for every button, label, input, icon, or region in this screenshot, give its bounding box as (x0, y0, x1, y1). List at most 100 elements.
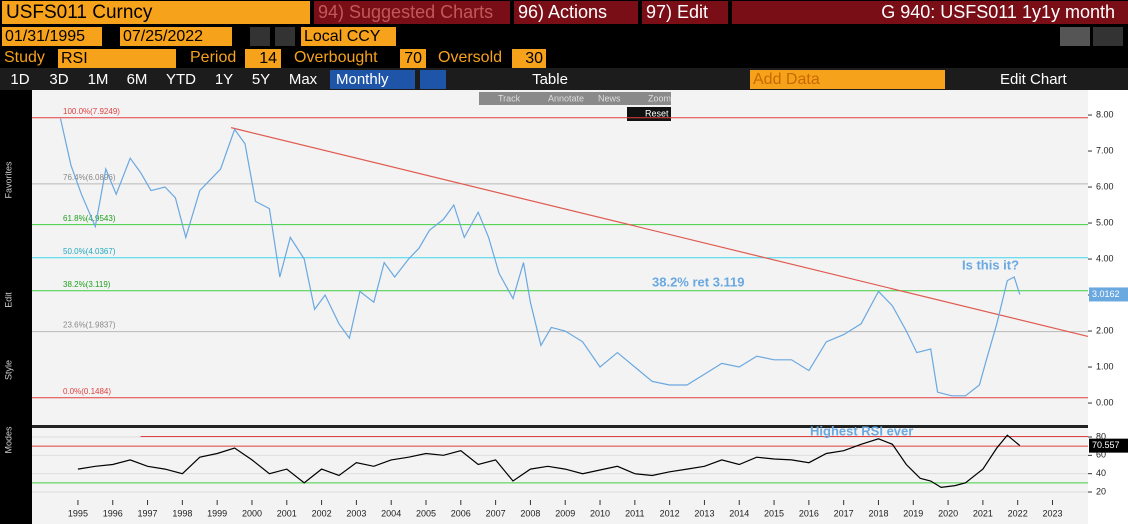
level-label: 50.0%(4.0367) (63, 247, 116, 256)
last-value-tag (1089, 438, 1128, 453)
range-button[interactable]: 1Y (215, 71, 233, 88)
y-tick-label: 20 (1096, 486, 1106, 496)
chart-tools (479, 92, 671, 105)
x-tick-label: 2012 (660, 508, 680, 518)
range-button[interactable]: 5Y (252, 71, 270, 88)
chart-tool[interactable]: Zoom (648, 93, 671, 103)
x-tick-label: 2006 (451, 508, 471, 518)
chart-tool[interactable]: Track (498, 93, 521, 103)
series-line (77, 434, 1021, 489)
y-tick-label: 5.00 (1096, 217, 1114, 227)
range-button[interactable]: 1D (10, 71, 29, 88)
overbought: 70 (404, 50, 422, 67)
x-tick-label: 2002 (312, 508, 332, 518)
ticker-field[interactable] (2, 1, 310, 24)
title-bar (732, 1, 1128, 24)
trendline (230, 127, 1089, 338)
x-tick-label: 2009 (555, 508, 575, 518)
x-tick-label: 2003 (346, 508, 366, 518)
x-tick-label: 2020 (938, 508, 958, 518)
table-button[interactable]: Table (532, 71, 568, 88)
frequency[interactable]: Monthly (336, 71, 389, 88)
overbought-label: Overbought (294, 49, 378, 66)
chart-area (32, 90, 1088, 524)
study: RSI (61, 50, 88, 67)
undo-button[interactable] (1060, 27, 1090, 46)
add-data[interactable]: Add Data (753, 71, 820, 88)
side-label: Edit (3, 292, 13, 308)
x-tick-label: 2021 (973, 508, 993, 518)
oversold-field[interactable] (512, 49, 546, 68)
side-label: Style (3, 360, 13, 380)
range-button[interactable]: 1M (88, 71, 109, 88)
x-tick-label: 2017 (834, 508, 854, 518)
frequency-button[interactable] (330, 70, 415, 89)
x-tick-label: 1995 (68, 508, 88, 518)
x-tick-label: 2015 (764, 508, 784, 518)
add-data-field[interactable] (750, 70, 945, 89)
x-tick-label: 2018 (868, 508, 888, 518)
chart-type-button[interactable] (420, 70, 446, 89)
x-tick-label: 1998 (172, 508, 192, 518)
x-tick-label: 2016 (799, 508, 819, 518)
x-tick-label: 2000 (242, 508, 262, 518)
x-tick-label: 2005 (416, 508, 436, 518)
chart-tool[interactable]: Annotate (548, 93, 584, 103)
currency: Local CCY (304, 28, 381, 45)
study-field[interactable] (58, 49, 176, 68)
suggested-label: 94) Suggested Charts (318, 2, 493, 22)
y-tick-label: 0.00 (1096, 397, 1114, 407)
range-button[interactable]: 6M (127, 71, 148, 88)
redo-button[interactable] (1093, 27, 1123, 46)
end-date-field[interactable] (120, 27, 232, 46)
y-tick-label: 40 (1096, 468, 1106, 478)
range-button[interactable]: 3D (49, 71, 68, 88)
range-button[interactable]: YTD (166, 71, 196, 88)
screen-title: G 940: USFS011 1y1y month (881, 2, 1115, 22)
reset[interactable]: Reset (645, 108, 669, 118)
level-label: 61.8%(4.9543) (63, 214, 116, 223)
y-tick-label: 8.00 (1096, 109, 1114, 119)
range-button[interactable]: Max (289, 71, 318, 88)
actions-label: 96) Actions (518, 2, 607, 22)
y-tick-label: 60 (1096, 450, 1106, 460)
x-tick-label: 2022 (1008, 508, 1028, 518)
edit-button[interactable] (642, 1, 728, 24)
chart-tool[interactable]: News (598, 93, 621, 103)
level-label: 100.0%(7.9249) (63, 107, 120, 116)
x-tick-label: 2014 (729, 508, 749, 518)
x-tick-label: 2004 (381, 508, 401, 518)
ticker: USFS011 Curncy (6, 2, 153, 23)
level-label: 0.0%(0.1484) (63, 387, 111, 396)
oversold-label: Oversold (438, 49, 502, 66)
end-date: 07/25/2022 (123, 28, 203, 45)
period-field[interactable] (245, 49, 281, 68)
y-tick-label: 4.00 (1096, 253, 1114, 263)
currency-field[interactable] (301, 27, 396, 46)
series-line (59, 118, 1021, 397)
y-tick-label: 1.00 (1096, 361, 1114, 371)
side-label: Favorites (3, 161, 13, 199)
prev-button[interactable] (250, 27, 270, 46)
period: 14 (259, 50, 277, 67)
x-tick-label: 1997 (138, 508, 158, 518)
start-date-field[interactable] (2, 27, 102, 46)
y-tick-label: 2.00 (1096, 325, 1114, 335)
x-tick-label: 1999 (207, 508, 227, 518)
x-tick-label: 2011 (625, 508, 644, 518)
suggested-button[interactable] (314, 1, 510, 24)
x-tick-label: 2010 (590, 508, 610, 518)
oversold: 30 (525, 50, 543, 67)
edit-chart-button[interactable]: Edit Chart (1000, 71, 1068, 88)
actions-button[interactable] (514, 1, 638, 24)
x-tick-label: 1996 (103, 508, 123, 518)
overbought-field[interactable] (400, 49, 426, 68)
side-label: Modes (3, 426, 13, 454)
edit-label: 97) Edit (646, 2, 708, 22)
level-label: 76.4%(6.0896) (63, 173, 116, 182)
y-tick-label: 80 (1096, 431, 1106, 441)
level-label: 23.6%(1.9837) (63, 321, 116, 330)
study-label: Study (4, 49, 45, 66)
next-button[interactable] (275, 27, 295, 46)
